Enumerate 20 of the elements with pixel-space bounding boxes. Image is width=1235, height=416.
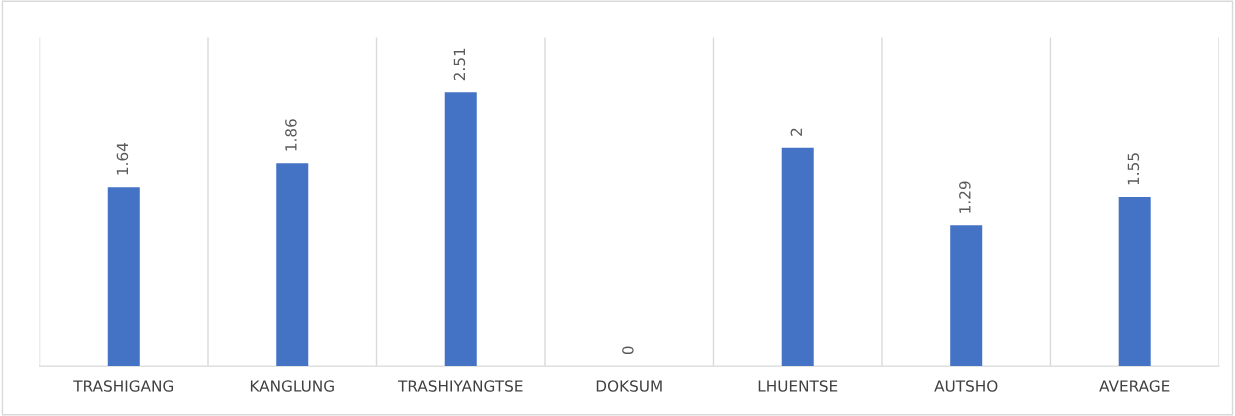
x-tick-label: AUTSHO bbox=[934, 380, 998, 392]
x-tick-label: LHUENTSE bbox=[758, 380, 838, 392]
data-label: 2.51 bbox=[453, 48, 466, 81]
bar bbox=[781, 147, 814, 367]
x-tick-label: KANGLUNG bbox=[250, 380, 334, 392]
bar bbox=[444, 92, 477, 367]
data-label: 1.29 bbox=[959, 181, 971, 213]
bar bbox=[1118, 196, 1151, 367]
x-tick-label: DOKSUM bbox=[596, 380, 662, 392]
data-label: 1.55 bbox=[1127, 153, 1140, 185]
data-label: 1.86 bbox=[285, 119, 297, 151]
x-tick-label: TRASHIGANG bbox=[73, 380, 174, 392]
data-label: 2 bbox=[790, 128, 802, 136]
data-label: 1.64 bbox=[116, 143, 129, 175]
data-label: 0 bbox=[622, 346, 634, 355]
x-tick-label: TRASHIYANGTSE bbox=[397, 380, 523, 392]
bar bbox=[276, 163, 309, 367]
x-tick-label: AVERAGE bbox=[1099, 380, 1170, 392]
bar bbox=[950, 225, 983, 367]
bar bbox=[107, 187, 140, 367]
